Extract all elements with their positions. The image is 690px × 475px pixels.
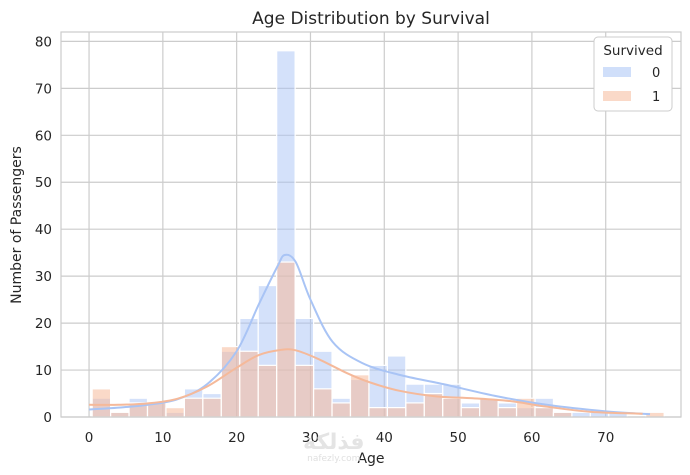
histogram-bar-1 [497,407,518,418]
x-tick-label: 30 [302,430,319,446]
y-tick-label: 0 [43,410,52,426]
legend: Survived 0 1 [593,36,673,112]
histogram-bar-1 [552,411,573,418]
histogram-bar-1 [442,397,462,418]
histogram-bar-1 [331,402,352,418]
y-tick-label: 20 [35,316,52,332]
histogram-bars [91,50,665,418]
legend-title: Survived [603,43,662,59]
histogram-bar-1 [109,411,130,418]
histogram-bar-1 [534,407,555,418]
histogram-bar-1 [405,402,425,418]
histogram-bar-1 [479,397,499,418]
x-tick-labels: 0 10 20 30 40 50 60 70 [85,430,615,446]
histogram-bar-1 [91,388,112,418]
kde-curve-1 [89,348,643,415]
histogram-bar-1 [183,397,204,418]
histogram-bar-1 [460,407,481,418]
legend-swatch-0 [603,67,631,77]
y-tick-label: 80 [35,34,52,50]
histogram-bar-1 [312,388,333,418]
x-axis-label: Age [357,451,384,467]
y-tick-label: 10 [35,363,52,379]
y-axis-label: Number of Passengers [9,146,25,304]
legend-label-0: 0 [652,66,660,81]
y-tick-label: 70 [35,81,52,97]
y-tick-labels: 0 10 20 30 40 50 60 70 80 [35,34,52,426]
histogram-bar-1 [220,345,241,418]
x-tick-label: 70 [597,430,614,446]
histogram-bar-1 [386,407,407,418]
y-tick-label: 60 [35,128,52,144]
x-tick-label: 20 [228,430,245,446]
histogram-bar-1 [257,364,278,418]
x-tick-label: 60 [523,430,540,446]
x-tick-label: 50 [450,430,467,446]
legend-label-1: 1 [652,90,660,105]
chart-title: Age Distribution by Survival [252,9,490,29]
histogram-bar-1 [368,407,388,418]
y-tick-label: 50 [35,175,52,191]
kde-curves [88,253,651,416]
y-tick-label: 40 [35,222,52,238]
histogram-bar-0 [571,411,591,418]
histogram-bar-1 [202,397,222,418]
x-tick-label: 0 [85,430,94,446]
histogram-bar-1 [294,364,315,418]
plot-frame [60,31,682,418]
y-tick-label: 30 [35,269,52,285]
legend-swatch-1 [603,91,631,101]
histogram-bar-1 [276,261,296,418]
x-tick-label: 10 [154,430,171,446]
histogram-bar-1 [165,407,186,418]
x-tick-label: 40 [376,430,393,446]
